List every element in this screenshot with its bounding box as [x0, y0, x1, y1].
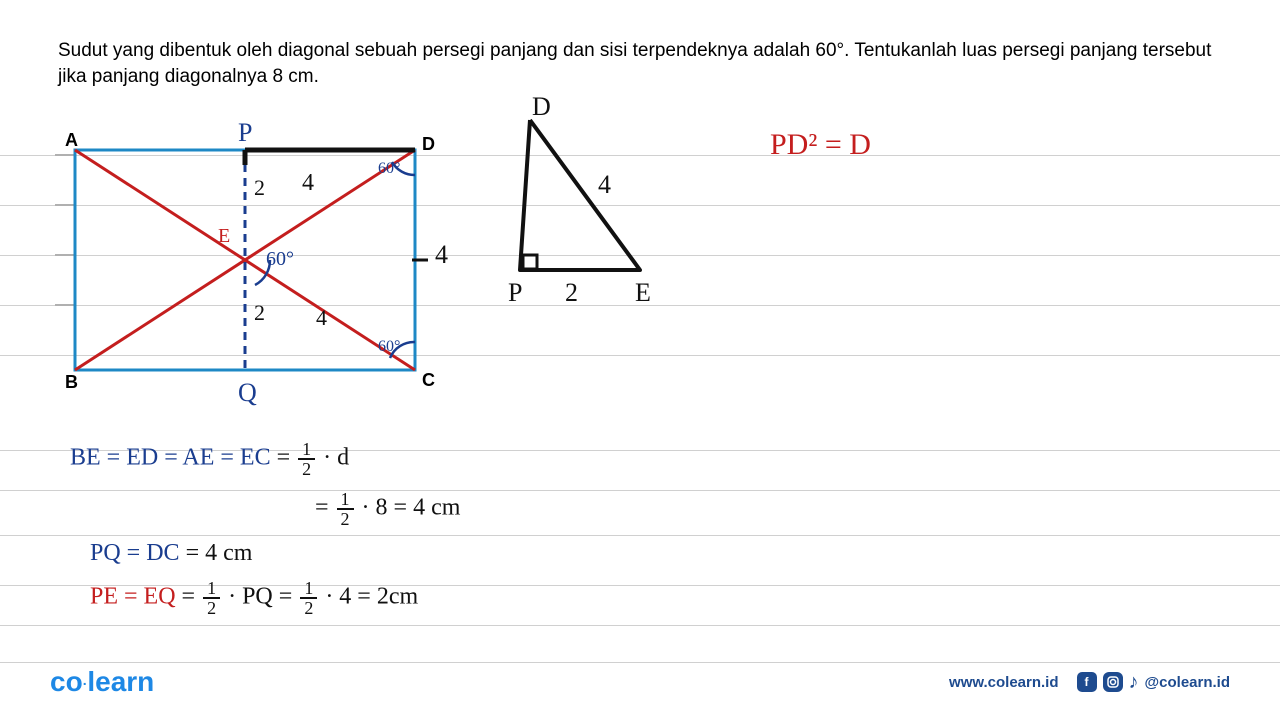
label-four-bottom: 4	[316, 305, 327, 331]
work2-frac: 12	[337, 490, 354, 528]
vertex-d: D	[422, 134, 435, 155]
work3-rest: = 4 cm	[186, 540, 253, 566]
work-line-4: PE = EQ = 12 · PQ = 12 · 4 = 2cm	[70, 579, 770, 617]
work4-red: PE = EQ	[90, 584, 176, 610]
triangle-e: E	[635, 278, 651, 308]
work4-eq: =	[182, 584, 202, 610]
vertex-b: B	[65, 372, 78, 393]
brand-logo: co·learn	[50, 666, 154, 698]
work-area: BE = ED = AE = EC = 12 · d = 12 · 8 = 4 …	[70, 440, 770, 629]
tiktok-icon[interactable]: ♪	[1129, 671, 1139, 694]
footer-right: www.colearn.id f ♪ @colearn.id	[949, 671, 1230, 694]
work1-blue: BE = ED = AE = EC	[70, 445, 271, 471]
triangle-base: 2	[565, 278, 578, 308]
work-line-2: = 12 · 8 = 4 cm	[70, 490, 770, 528]
social-handle: @colearn.id	[1145, 674, 1230, 691]
work2-rest: · 8 = 4 cm	[362, 495, 461, 521]
work4-pq: · PQ	[228, 584, 273, 610]
work1-d: · d	[323, 445, 349, 471]
website-link[interactable]: www.colearn.id	[949, 674, 1058, 691]
triangle-hyp: 4	[598, 170, 611, 200]
triangle-d: D	[532, 92, 551, 122]
logo-learn: learn	[87, 666, 154, 697]
label-q: Q	[238, 378, 257, 408]
label-two-top: 2	[254, 175, 265, 201]
work4-result: · 4 = 2cm	[325, 584, 418, 610]
work1-frac: 12	[298, 440, 315, 478]
vertex-a: A	[65, 130, 78, 151]
facebook-icon[interactable]: f	[1077, 672, 1097, 692]
social-group: f ♪ @colearn.id	[1077, 671, 1230, 694]
work3-blue: PQ = DC	[90, 540, 180, 566]
triangle-p: P	[508, 278, 522, 308]
work1-eq: =	[277, 445, 297, 471]
label-sixty: 60°	[266, 248, 294, 271]
instagram-icon[interactable]	[1103, 672, 1123, 692]
label-p: P	[238, 118, 252, 148]
logo-co: co	[50, 666, 83, 697]
triangle-diagram: D P E 4 2	[490, 100, 690, 320]
equation-pd-squared: PD² = D	[770, 128, 871, 162]
label-sixty-bottom: 60°	[378, 338, 400, 356]
label-two-bottom: 2	[254, 300, 265, 326]
label-four-top: 4	[302, 170, 314, 197]
work-line-1: BE = ED = AE = EC = 12 · d	[70, 440, 770, 478]
label-e: E	[218, 225, 230, 248]
work4-frac: 12	[203, 579, 220, 617]
label-sixty-top: 60°	[378, 160, 400, 178]
vertex-c: C	[422, 370, 435, 391]
problem-text: Sudut yang dibentuk oleh diagonal sebuah…	[58, 38, 1222, 89]
work2-eq: =	[315, 495, 335, 521]
work4-eq2: =	[279, 584, 299, 610]
footer: co·learn www.colearn.id f ♪ @colearn.id	[0, 662, 1280, 702]
work-line-3: PQ = DC = 4 cm	[70, 540, 770, 567]
label-four-right: 4	[435, 240, 448, 270]
work4-frac2: 12	[300, 579, 317, 617]
